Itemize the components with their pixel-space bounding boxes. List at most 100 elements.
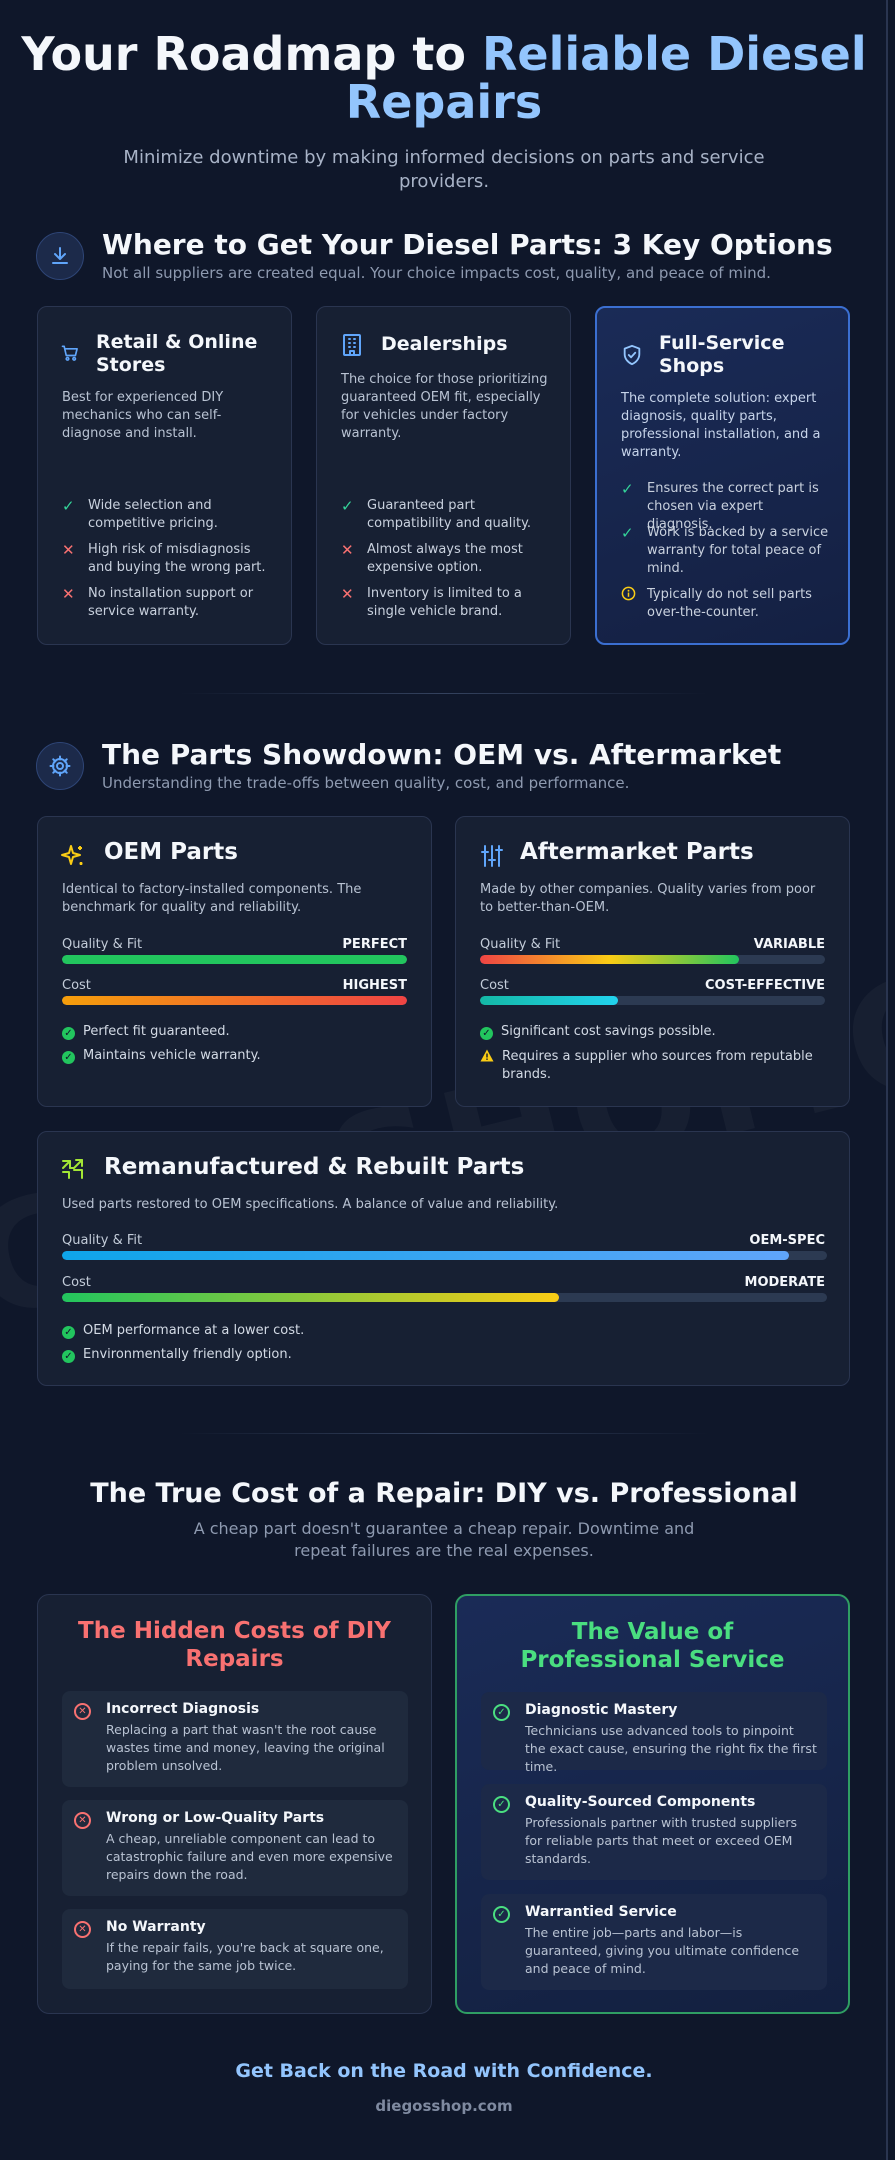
oem-card: OEM Parts Identical to factory-installed… — [37, 816, 432, 1107]
item-text: Professionals partner with trusted suppl… — [525, 1815, 798, 1866]
quality-bar — [62, 955, 407, 964]
title-accent: Reliable Diesel — [482, 27, 867, 81]
gear-icon — [36, 742, 84, 790]
item-text: The entire job—parts and labor—is guaran… — [525, 1925, 800, 1976]
check-icon: ✓ — [621, 480, 634, 498]
professional-value-box: The Value of Professional Service ✓ Diag… — [455, 1594, 850, 2014]
card-title: OEM Parts — [104, 839, 238, 865]
quality-bar — [480, 955, 825, 964]
feature-item: ✕ Almost always the most expensive option… — [341, 541, 523, 575]
card-title: Remanufactured & Rebuilt Parts — [104, 1154, 525, 1180]
feature-item: ✓ Guaranteed part compatibility and quali… — [341, 497, 532, 531]
check-circle-icon: ✓ — [493, 1906, 510, 1923]
x-circle-icon: ✕ — [74, 1921, 91, 1938]
item-text: A cheap, unreliable component can lead t… — [106, 1831, 393, 1882]
feature-item: ✓ Work is backed by a service warranty fo… — [621, 524, 829, 576]
section1-header: Where to Get Your Diesel Parts: 3 Key Op… — [36, 228, 856, 284]
cost-label: Cost — [62, 1275, 91, 1290]
list-item: ✓ Quality-Sourced Components Professiona… — [481, 1784, 827, 1880]
quality-label: Quality & Fit — [480, 937, 561, 952]
full-service-card: Full-Service Shops The complete solution… — [595, 306, 850, 645]
quality-value: OEM-SPEC — [749, 1233, 825, 1248]
footer-site[interactable]: diegosshop.com — [375, 2097, 513, 2115]
quality-value: PERFECT — [342, 937, 407, 952]
cost-bar — [480, 996, 825, 1005]
x-icon: ✕ — [341, 585, 354, 603]
page-title: Your Roadmap to Reliable Diesel Repairs — [0, 27, 886, 129]
cost-label: Cost — [62, 978, 91, 993]
check-circle-icon: ✓ — [493, 1796, 510, 1813]
quality-label: Quality & Fit — [62, 1233, 143, 1248]
box-title: The Hidden Costs of DIY Repairs — [78, 1618, 391, 1672]
section3-subtitle: A cheap part doesn't guarantee a cheap r… — [193, 1519, 695, 1560]
card-description: The complete solution: expert diagnosis,… — [621, 391, 821, 460]
divider — [180, 693, 708, 694]
list-item: ✕ Wrong or Low-Quality Parts A cheap, un… — [62, 1800, 408, 1896]
card-description: Best for experienced DIY mechanics who c… — [62, 390, 224, 441]
x-circle-icon: ✕ — [74, 1812, 91, 1829]
shield-check-icon — [621, 344, 643, 370]
info-icon — [621, 586, 637, 605]
page-subtitle: Minimize downtime by making informed dec… — [123, 147, 765, 192]
check-circle-icon: ✓ — [62, 1051, 75, 1064]
section2-title: The Parts Showdown: OEM vs. Aftermarket — [102, 738, 782, 771]
feature-item: ✓ OEM performance at a lower cost. — [62, 1323, 304, 1339]
cost-bar — [62, 1293, 827, 1302]
cost-label: Cost — [480, 978, 509, 993]
item-title: Warrantied Service — [525, 1904, 677, 1920]
quality-label: Quality & Fit — [62, 937, 143, 952]
quality-bar — [62, 1251, 827, 1260]
footer-cta: Get Back on the Road with Confidence. — [235, 2060, 653, 2082]
feature-item: Typically do not sell parts over-the-cou… — [621, 586, 830, 622]
item-title: Wrong or Low-Quality Parts — [106, 1810, 325, 1826]
feature-item: ✓ Perfect fit guaranteed. — [62, 1024, 230, 1040]
x-icon: ✕ — [62, 541, 75, 559]
feature-item: ✕ High risk of misdiagnosis and buying th… — [62, 541, 266, 575]
card-title: Dealerships — [381, 333, 508, 355]
item-text: If the repair fails, you're back at squa… — [106, 1940, 384, 1973]
feature-item: ✓ Maintains vehicle warranty. — [62, 1048, 261, 1064]
section2-subtitle: Understanding the trade-offs between qua… — [102, 774, 630, 792]
feature-item: ✓ Environmentally friendly option. — [62, 1347, 292, 1363]
cost-bar — [62, 996, 407, 1005]
check-icon: ✓ — [62, 497, 75, 515]
item-text: Technicians use advanced tools to pinpoi… — [525, 1723, 817, 1774]
list-item: ✓ Diagnostic Mastery Technicians use adv… — [481, 1692, 827, 1774]
title-part2: Repairs — [345, 75, 543, 129]
sparkle-icon — [60, 843, 86, 873]
download-icon — [36, 232, 84, 280]
check-circle-icon: ✓ — [493, 1704, 510, 1721]
item-title: Quality-Sourced Components — [525, 1794, 756, 1810]
check-icon: ✓ — [621, 524, 634, 542]
check-circle-icon: ✓ — [480, 1027, 493, 1040]
card-description: Made by other companies. Quality varies … — [480, 882, 816, 915]
dealership-card: Dealerships The choice for those priorit… — [316, 306, 571, 645]
warning-icon — [480, 1049, 494, 1068]
check-circle-icon: ✓ — [62, 1027, 75, 1040]
divider — [180, 1433, 708, 1434]
quality-value: VARIABLE — [753, 937, 825, 952]
cost-value: COST-EFFECTIVE — [704, 978, 825, 993]
section1-title: Where to Get Your Diesel Parts: 3 Key Op… — [102, 228, 833, 261]
section3-title: The True Cost of a Repair: DIY vs. Profe… — [90, 1478, 798, 1509]
feature-item: ✓ Significant cost savings possible. — [480, 1024, 716, 1040]
x-icon: ✕ — [62, 585, 75, 603]
diy-costs-box: The Hidden Costs of DIY Repairs ✕ Incorr… — [37, 1594, 432, 2014]
check-icon: ✓ — [341, 497, 354, 515]
card-title: Aftermarket Parts — [520, 839, 754, 865]
list-item: ✕ No Warranty If the repair fails, you'r… — [62, 1909, 408, 1989]
cost-value: MODERATE — [744, 1275, 825, 1290]
building-icon — [341, 333, 363, 361]
feature-item: ✕ No installation support or service warr… — [62, 585, 254, 619]
x-icon: ✕ — [341, 541, 354, 559]
check-circle-icon: ✓ — [62, 1350, 75, 1363]
feature-item: Requires a supplier who sources from rep… — [480, 1048, 820, 1084]
feature-item: ✕ Inventory is limited to a single vehicl… — [341, 585, 522, 619]
section2-header: The Parts Showdown: OEM vs. Aftermarket … — [36, 738, 856, 794]
sliders-icon — [480, 843, 504, 873]
card-description: The choice for those prioritizing guaran… — [341, 372, 548, 441]
x-circle-icon: ✕ — [74, 1703, 91, 1720]
cost-value: HIGHEST — [342, 978, 407, 993]
item-title: No Warranty — [106, 1919, 206, 1935]
